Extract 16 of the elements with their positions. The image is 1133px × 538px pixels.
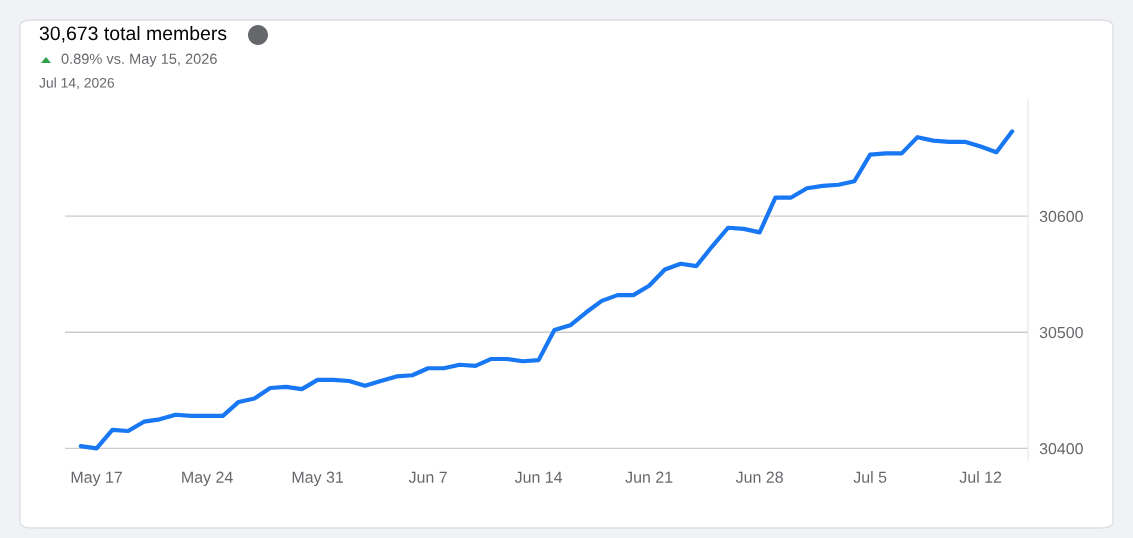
x-tick-label: Jul 5 (853, 471, 887, 483)
x-tick-label: Jul 12 (959, 471, 1002, 483)
x-tick-label: May 24 (182, 471, 233, 486)
text: Jul 14, 2026 (39, 77, 115, 90)
line-series (78, 129, 1015, 451)
x-tick-label: Jun 7 (408, 471, 447, 483)
chart-subtitle: 0.89% vs. May 15, 2026 (61, 53, 217, 67)
x-tick-label: May 17 (71, 471, 122, 486)
x-tick-label: May 31 (292, 471, 343, 486)
y-tick-label: 30500 (1039, 326, 1083, 339)
x-tick-label: Jun 14 (514, 471, 563, 483)
y-tick-label: 30400 (1039, 443, 1083, 455)
y-tick-label: 30600 (1039, 210, 1083, 223)
x-tick-label: Jun 28 (735, 471, 783, 483)
chart-title: 30,673 total members (39, 25, 227, 43)
x-tick-label: Jun 21 (625, 471, 673, 483)
